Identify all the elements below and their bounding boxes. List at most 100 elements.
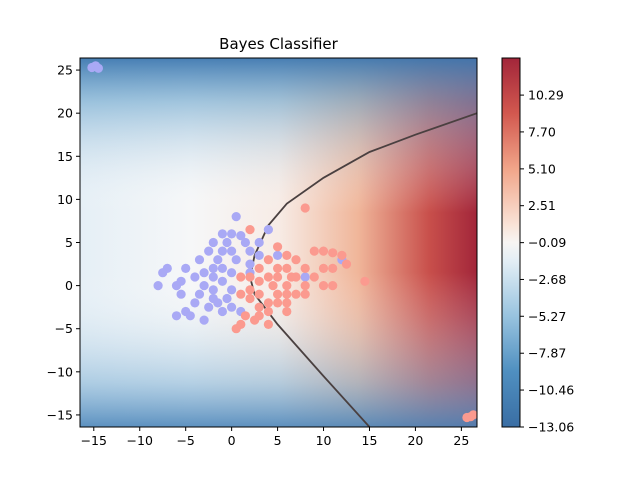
point-series-0-4 <box>263 225 273 235</box>
point-series-1-5 <box>273 242 283 252</box>
colorbar-tick-label: −5.27 <box>528 309 566 324</box>
point-series-0-45 <box>213 298 223 308</box>
point-series-1-34 <box>245 285 255 295</box>
point-series-0-46 <box>227 302 237 312</box>
point-series-1-43 <box>273 298 283 308</box>
y-tick-label: 5 <box>65 235 73 250</box>
point-series-1-40 <box>236 289 246 299</box>
point-series-1-46 <box>263 306 273 317</box>
point-series-0-42 <box>222 293 232 304</box>
point-series-1-12 <box>263 255 273 265</box>
point-series-0-18 <box>194 255 205 265</box>
point-series-1-2 <box>468 410 477 420</box>
point-series-1-9 <box>337 250 347 260</box>
y-tick-label: 20 <box>57 106 73 121</box>
point-series-0-29 <box>158 268 168 278</box>
point-series-1-10 <box>282 250 292 260</box>
x-axis: −15 −10 −5 0 5 10 15 20 25 <box>81 427 469 448</box>
point-series-0-36 <box>171 281 182 291</box>
point-series-0-30 <box>190 272 200 282</box>
point-series-1-18 <box>328 263 338 273</box>
colorbar-tick-label: 5.10 <box>528 161 556 176</box>
point-series-1-31 <box>318 281 329 291</box>
point-series-0-5 <box>217 229 227 239</box>
point-series-0-21 <box>245 259 255 269</box>
point-series-1-39 <box>300 289 310 299</box>
y-tick-label: −5 <box>55 321 73 336</box>
point-series-0-37 <box>208 285 218 295</box>
point-series-1-29 <box>282 281 292 291</box>
point-series-0-15 <box>227 246 237 256</box>
x-tick-label: −15 <box>81 433 107 448</box>
point-series-1-38 <box>291 289 301 299</box>
colorbar-tick-label: 2.51 <box>528 198 556 213</box>
point-series-1-23 <box>291 272 301 282</box>
colorbar-gradient <box>501 57 521 428</box>
colorbar-tick-label: −10.46 <box>528 383 574 398</box>
point-series-0-43 <box>190 298 200 308</box>
point-series-0-19 <box>213 255 223 265</box>
colorbar-tick-label: −7.87 <box>528 346 566 361</box>
colorbar-tick-label: −2.68 <box>528 272 566 287</box>
point-series-1-45 <box>254 302 264 312</box>
point-series-1-37 <box>282 289 292 299</box>
point-series-0-9 <box>208 237 218 248</box>
point-series-0-13 <box>204 246 214 256</box>
point-series-0-40 <box>194 289 205 299</box>
colorbar-tick-label: −13.06 <box>528 420 574 435</box>
x-tick-label: 20 <box>407 433 423 448</box>
x-tick-label: 10 <box>316 433 332 448</box>
y-tick-label: 25 <box>57 63 73 78</box>
y-tick-label: 10 <box>57 192 73 207</box>
point-series-1-21 <box>273 272 283 282</box>
chart-title: Bayes Classifier <box>219 35 338 53</box>
point-series-1-32 <box>328 281 338 291</box>
point-series-0-16 <box>254 250 264 260</box>
point-series-1-14 <box>273 263 283 273</box>
y-tick-label: −15 <box>47 407 73 422</box>
point-series-0-24 <box>181 263 191 273</box>
point-series-0-22 <box>208 263 218 273</box>
point-series-0-25 <box>199 268 209 278</box>
colorbar-tick-label: −0.09 <box>528 235 566 250</box>
point-series-1-28 <box>268 281 278 291</box>
point-series-0-10 <box>222 237 232 248</box>
point-series-1-7 <box>318 246 329 256</box>
point-series-1-3 <box>245 225 255 235</box>
point-series-0-54 <box>300 272 310 282</box>
point-series-0-39 <box>176 289 186 299</box>
point-series-0-48 <box>185 311 195 321</box>
scatter-points <box>87 61 477 423</box>
point-series-0-3 <box>231 212 241 222</box>
point-series-1-44 <box>282 298 292 308</box>
point-series-1-52 <box>263 319 273 329</box>
plot-area <box>80 58 477 427</box>
point-series-1-33 <box>360 276 370 286</box>
point-series-0-23 <box>217 263 227 273</box>
point-series-1-6 <box>309 246 319 256</box>
point-series-0-17 <box>273 250 283 260</box>
point-series-0-8 <box>254 237 264 248</box>
point-series-0-38 <box>227 285 237 295</box>
colorbar-tick-label: 10.29 <box>528 88 564 103</box>
point-series-1-27 <box>254 276 264 286</box>
point-series-1-41 <box>245 293 255 304</box>
point-series-1-13 <box>254 263 264 273</box>
y-tick-label: −10 <box>47 364 73 379</box>
point-series-1-48 <box>240 311 250 321</box>
x-tick-label: 15 <box>362 433 378 448</box>
x-tick-label: −10 <box>127 433 153 448</box>
x-tick-label: −5 <box>176 433 194 448</box>
point-series-1-17 <box>318 263 329 273</box>
point-series-0-12 <box>245 246 255 256</box>
y-axis: −15 −10 −5 0 5 10 15 20 25 <box>47 63 80 422</box>
point-series-0-14 <box>217 246 227 256</box>
x-tick-label: 0 <box>228 433 236 448</box>
point-series-1-20 <box>263 272 273 282</box>
point-series-0-6 <box>227 229 237 239</box>
point-series-1-8 <box>328 248 338 258</box>
point-series-1-36 <box>273 289 283 299</box>
point-series-0-7 <box>236 231 246 241</box>
point-series-0-49 <box>199 315 209 325</box>
point-series-1-50 <box>250 315 260 325</box>
